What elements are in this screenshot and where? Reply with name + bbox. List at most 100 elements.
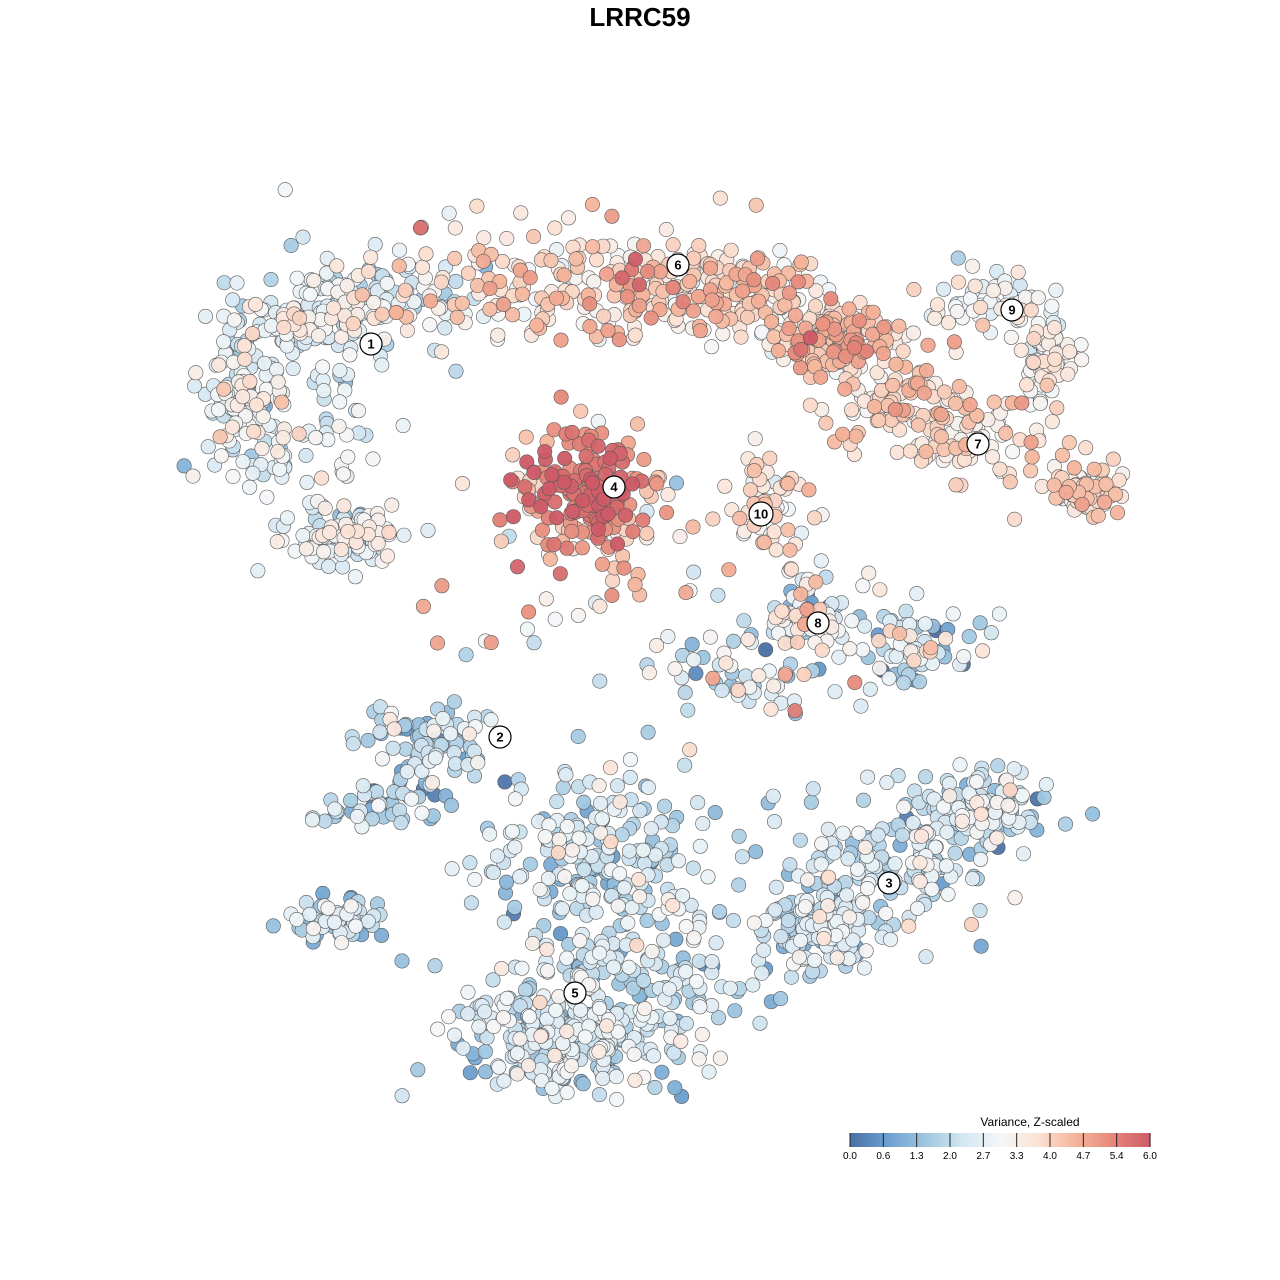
cell-point — [708, 309, 724, 325]
cluster-label-text: 9 — [1008, 303, 1015, 318]
legend-color-step — [942, 1133, 946, 1147]
cell-point — [343, 792, 359, 808]
cell-point — [460, 265, 476, 281]
cell-point — [552, 566, 568, 582]
cell-point — [522, 856, 538, 872]
cell-point — [388, 304, 404, 320]
legend-color-step — [882, 1133, 886, 1147]
cell-point — [659, 505, 675, 521]
legend-color-step — [935, 1133, 939, 1147]
cell-point — [820, 821, 836, 837]
cell-point — [574, 540, 590, 556]
cell-point — [393, 815, 409, 831]
cell-point — [496, 914, 512, 930]
cell-point — [237, 351, 253, 367]
cell-point — [556, 267, 572, 283]
cluster-labels-layer: 1 2 3 4 5 6 7 8 9 10 — [359, 253, 1024, 1005]
cell-point — [924, 881, 940, 897]
cell-point — [548, 1002, 564, 1018]
cell-point — [632, 889, 648, 905]
cell-point — [743, 482, 759, 498]
cell-point — [540, 963, 556, 979]
cell-point — [507, 791, 523, 807]
cell-point — [712, 1050, 728, 1066]
cell-point — [1054, 447, 1070, 463]
cell-point — [855, 895, 871, 911]
cell-point — [731, 877, 747, 893]
cell-point — [559, 950, 575, 966]
cell-point — [609, 536, 625, 552]
legend-color-step — [1075, 1133, 1079, 1147]
cell-point — [814, 836, 830, 852]
cell-point — [950, 274, 966, 290]
cell-point — [722, 980, 738, 996]
legend-color-step — [870, 1133, 874, 1147]
cell-point — [692, 323, 708, 339]
cell-point — [360, 732, 376, 748]
legend-color-step — [902, 1133, 906, 1147]
cell-point — [590, 438, 606, 454]
legend-color-step — [927, 1133, 931, 1147]
cell-point — [242, 479, 258, 495]
cell-point — [1013, 342, 1029, 358]
cell-point — [926, 791, 942, 807]
cell-point — [538, 591, 554, 607]
cell-point — [379, 275, 395, 291]
cell-point — [498, 874, 514, 890]
cell-point — [748, 197, 764, 213]
legend-color-step — [1062, 1133, 1066, 1147]
cell-point — [620, 915, 636, 931]
cell-point — [595, 1070, 611, 1086]
cell-point — [717, 478, 733, 494]
legend-color-step — [1017, 1133, 1021, 1147]
cell-point — [793, 341, 809, 357]
cell-point — [972, 903, 988, 919]
cell-point — [381, 524, 397, 540]
cell-point — [792, 832, 808, 848]
legend-color-step — [1035, 1133, 1039, 1147]
legend-color-step — [852, 1133, 856, 1147]
cell-point — [806, 510, 822, 526]
cell-point — [887, 856, 903, 872]
cluster-label-badge — [488, 725, 512, 749]
cell-point — [236, 338, 252, 354]
cell-point — [557, 450, 573, 466]
cell-point — [896, 799, 912, 815]
cell-point — [332, 394, 348, 410]
cell-point — [708, 935, 724, 951]
legend-color-step — [962, 1133, 966, 1147]
cell-point — [591, 1000, 607, 1016]
cell-point — [212, 429, 228, 445]
cell-point — [316, 544, 332, 560]
cell-point — [483, 635, 499, 651]
cell-point — [250, 563, 266, 579]
cell-point — [542, 551, 558, 567]
cell-point — [905, 815, 921, 831]
legend-color-step — [917, 1133, 921, 1147]
cell-point — [749, 251, 765, 267]
cell-point — [600, 506, 616, 522]
cell-point — [591, 778, 607, 794]
cell-point — [422, 317, 438, 333]
cell-point — [505, 447, 521, 463]
cell-point — [485, 972, 501, 988]
cell-point — [471, 1019, 487, 1035]
cell-point — [740, 631, 756, 647]
cell-point — [289, 270, 305, 286]
legend-color-step — [1027, 1133, 1031, 1147]
cell-point — [291, 426, 307, 442]
legend-color-step — [987, 1133, 991, 1147]
cell-point — [490, 327, 506, 343]
cell-point — [211, 402, 227, 418]
cell-point — [404, 791, 420, 807]
cell-point — [394, 1088, 410, 1104]
cell-point — [667, 1080, 683, 1096]
cell-point — [629, 416, 645, 432]
cell-point — [715, 326, 731, 342]
cell-point — [399, 764, 415, 780]
cell-point — [302, 286, 318, 302]
cell-point — [482, 301, 498, 317]
cell-point — [782, 857, 798, 873]
cell-point — [973, 806, 989, 822]
cell-point — [766, 814, 782, 830]
